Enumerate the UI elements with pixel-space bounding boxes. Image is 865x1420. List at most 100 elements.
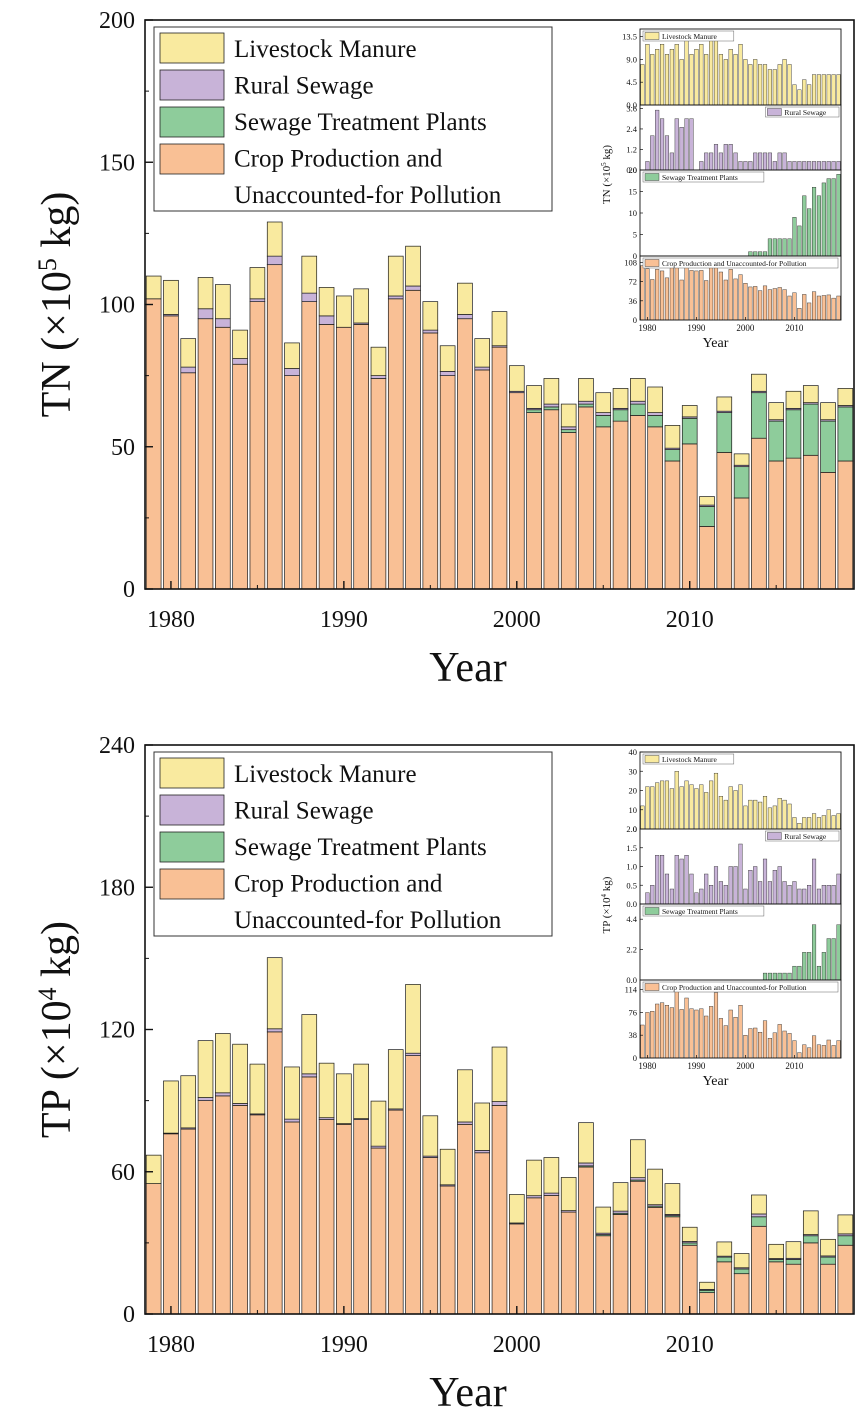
tp-inset-ytick-label: 1.0	[626, 862, 637, 872]
tn-bar-livestock-2019	[837, 388, 854, 406]
tn-inset-bar-crop-1997	[728, 269, 733, 321]
tn-inset-ytick-label: 108	[624, 257, 637, 267]
tp-inset-xtick-label-2010: 2010	[785, 1061, 804, 1071]
tn-inset-bar-crop-2001	[748, 286, 753, 321]
tn-bar-livestock-2013	[733, 453, 750, 466]
tn-legend-label-1: Rural Sewage	[234, 73, 374, 100]
tp-bar-livestock-2017	[802, 1210, 819, 1235]
tp-bar-crop-1983	[215, 1095, 231, 1315]
tp-inset-ytick-label: 20	[629, 786, 638, 796]
tn-inset-legend-label: Livestock Manure	[662, 32, 717, 41]
tp-bar-crop-2001	[526, 1197, 542, 1315]
tn-bar-crop-2008	[647, 426, 663, 590]
tp-inset-bar-livestock-2001	[748, 799, 753, 830]
tp-inset-ytick-label: 38	[629, 1030, 638, 1040]
tn-bar-rural-2008	[647, 412, 663, 416]
tp-inset-bar-crop-2001	[748, 1028, 753, 1059]
tn-inset-bar-stp-2014	[812, 186, 817, 257]
tn-inset-bar-livestock-2005	[767, 69, 772, 106]
tn-inset-bar-rural-1992	[704, 152, 709, 171]
tn-bar-rural-1984	[232, 358, 248, 365]
tn-bar-crop-1984	[232, 363, 248, 590]
tp-bar-livestock-2009	[664, 1183, 681, 1215]
tn-inset-frame	[639, 255, 842, 321]
tp-bar-rural-2014	[751, 1213, 767, 1218]
tn-bar-rural-2003	[560, 426, 577, 431]
tn-inset-bar-stp-2010	[792, 217, 797, 257]
tn-inset-bar-crop-1983	[660, 270, 665, 321]
tp-bar-crop-2000	[509, 1223, 525, 1315]
tn-bar-crop-1989	[318, 324, 335, 590]
tn-bar-crop-2018	[820, 472, 836, 590]
tn-bar-livestock-2001	[526, 385, 542, 409]
tn-inset-bar-stp-2018	[831, 178, 836, 257]
tn-inset-bar-crop-1996	[723, 279, 728, 321]
tn-bar-rural-1998	[474, 366, 490, 371]
tn-inset-bar-crop-1979	[640, 265, 645, 321]
tp-inset: 0 10 20 30 40 Livestock Manure 0.0 0.5 1.0 1.5 2.0…	[600, 747, 842, 1089]
tn-inset-bar-stp-2013	[807, 208, 812, 257]
tp-ytick-label-180: 180	[99, 875, 135, 901]
tp-bar-livestock-1994	[405, 984, 421, 1054]
tn-bar-stp-2019	[837, 406, 854, 462]
tn-inset-ytick-label: 10	[629, 208, 638, 218]
tn-bar-crop-2004	[578, 406, 594, 590]
tn-bar-crop-2012	[716, 452, 733, 590]
tp-inset-bar-livestock-1998	[733, 790, 738, 830]
tp-bar-livestock-1992	[370, 1100, 387, 1147]
tn-inset-bar-livestock-1993	[709, 33, 714, 106]
tp-legend-label-4: Unaccounted-for Pollution	[234, 907, 502, 934]
tn-bar-livestock-1994	[405, 245, 421, 287]
tp-inset-bar-livestock-1995	[718, 796, 723, 830]
tn-inset-bar-livestock-1990	[694, 49, 699, 106]
tp-bar-crop-1986	[266, 1031, 283, 1315]
tn-inset-bar-rural-2016	[821, 161, 826, 171]
tn-inset-ytick-label: 36	[629, 296, 638, 306]
tp-inset-bar-livestock-2013	[807, 817, 812, 830]
tn-inset-bar-rural-1995	[718, 152, 723, 171]
tn-bar-crop-1996	[439, 375, 456, 590]
tp-inset-bar-rural-2008	[782, 881, 787, 905]
tp-inset-ytick-label: 2.2	[626, 945, 637, 955]
tn-bar-stp-2015	[768, 420, 784, 462]
tn-inset-panel-stp: 0 5 10 15 20 Sewage Treatment Plants	[629, 165, 842, 261]
tp-inset-bar-rural-2016	[821, 885, 826, 905]
tn-inset-bar-livestock-2008	[782, 59, 787, 106]
tn-inset-bar-rural-2013	[807, 161, 812, 171]
tn-bar-stp-2004	[578, 403, 594, 408]
tn-inset-bar-rural-2005	[767, 152, 772, 171]
tn-bar-crop-1997	[457, 318, 473, 590]
tn-inset-bar-crop-2009	[787, 295, 792, 321]
tp-bar-stp-2013	[733, 1268, 750, 1275]
tp-bar-crop-2013	[733, 1273, 750, 1315]
tp-inset-bar-rural-1985	[669, 888, 674, 905]
tp-bar-livestock-2003	[560, 1177, 577, 1211]
tn-inset-legend-box	[642, 257, 839, 269]
tp-inset-bar-rural-2000	[743, 888, 748, 905]
tp-inset-bar-crop-2002	[753, 1027, 758, 1059]
tp-bar-rural-1983	[215, 1092, 231, 1097]
tn-inset-bar-livestock-1996	[723, 59, 728, 106]
tp-inset-legend-label: Rural Sewage	[784, 832, 827, 841]
tp-inset-bar-rural-2018	[831, 885, 836, 905]
tp-bar-livestock-2006	[612, 1182, 629, 1212]
tn-inset-bar-rural-1999	[738, 161, 743, 171]
tn-bar-rural-1989	[318, 315, 335, 325]
tp-inset-bar-rural-1991	[699, 888, 704, 905]
tn-inset-xtick-label-1980: 1980	[638, 323, 657, 333]
tn-inset-bar-crop-2019	[836, 295, 841, 321]
tn-legend: Livestock Manure Rural Sewage Sewage Treat…	[153, 26, 553, 212]
tn-inset-bar-rural-1996	[723, 144, 728, 171]
tn-bar-livestock-2016	[785, 390, 802, 409]
tp-bar-livestock-1996	[439, 1148, 456, 1186]
tn-inset-bar-crop-1982	[655, 269, 660, 321]
tp-inset-xlabel: Year	[703, 1074, 729, 1089]
tp-inset-ytick-label: 30	[629, 766, 638, 776]
tp-xlabel: Year	[429, 1370, 506, 1416]
tp-bar-livestock-2015	[768, 1243, 784, 1259]
tn-inset-bar-livestock-2014	[812, 74, 817, 106]
tp-legend-label-3: Crop Production and	[234, 871, 443, 898]
tn-inset-bar-stp-2001	[748, 251, 753, 257]
tp-bar-livestock-2004	[578, 1122, 594, 1164]
